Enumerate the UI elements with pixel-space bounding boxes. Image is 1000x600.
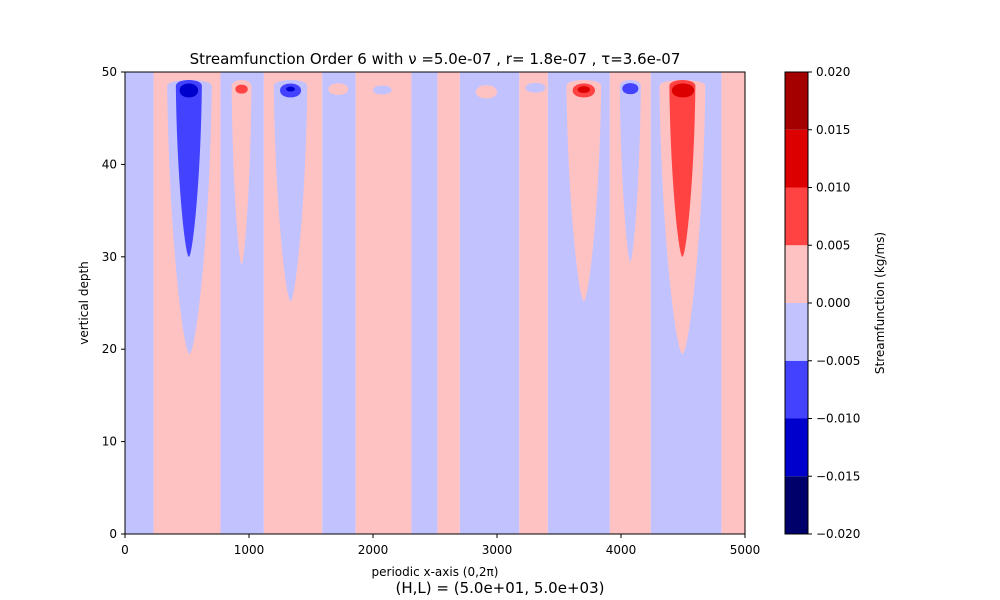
- x-tick-label-1: 1000: [234, 543, 265, 557]
- streamfunction-cells: [167, 80, 706, 354]
- colorbar-ticks: −0.020 −0.015 −0.010 −0.005 0.000 0.005 0.010 0…: [808, 65, 860, 541]
- colorbar-swatch-2: [785, 360, 808, 419]
- y-tick-label-0: 0: [109, 527, 117, 541]
- cell-2-level-1: [273, 80, 308, 302]
- colorbar-label: Streamfunction (kg/ms): [873, 232, 887, 374]
- cell-9-level-3: [671, 83, 695, 98]
- colorbar-tick-label-0: −0.020: [816, 527, 860, 541]
- band-0: [125, 72, 154, 534]
- cell-3-level-1: [328, 83, 349, 95]
- colorbar-tick-label-8: 0.020: [816, 65, 850, 79]
- colorbar-tick-label-1: −0.015: [816, 469, 860, 483]
- x-axis-label: periodic x-axis (0,2π): [372, 565, 499, 579]
- cell-0-level-3: [179, 83, 199, 98]
- y-tick-label-2: 20: [102, 342, 117, 356]
- y-tick-label-5: 50: [102, 65, 117, 79]
- cell-7: [566, 80, 602, 302]
- cell-6: [525, 82, 546, 93]
- colorbar-swatch-0: [785, 476, 808, 534]
- cell-7-level-1: [566, 80, 602, 302]
- colorbar-tick-label-7: 0.015: [816, 123, 850, 137]
- x-tick-label-0: 0: [121, 543, 129, 557]
- cell-0-level-2: [175, 80, 202, 257]
- cell-4-level-1: [373, 85, 392, 95]
- cell-5-level-1: [475, 85, 497, 99]
- cell-2-level-3: [286, 86, 295, 92]
- plot-area: [125, 72, 745, 534]
- footer-text: (H,L) = (5.0e+01, 5.0e+03): [396, 579, 605, 597]
- cell-6-level-1: [525, 82, 546, 93]
- band-6: [411, 72, 438, 534]
- cell-2: [273, 80, 308, 302]
- cell-0: [167, 80, 212, 354]
- y-axis-ticks: 0 10 20 30 40 50: [102, 65, 125, 541]
- colorbar-tick-label-4: 0.000: [816, 296, 850, 310]
- colorbar-tick-label-2: −0.010: [816, 412, 860, 426]
- x-tick-label-4: 4000: [606, 543, 637, 557]
- colorbar-swatch-4: [785, 245, 808, 303]
- cell-1: [231, 80, 252, 265]
- band-7: [437, 72, 460, 534]
- band-4: [322, 72, 356, 534]
- cell-1-level-1: [231, 80, 252, 265]
- colorbar-swatch-6: [785, 129, 808, 188]
- x-tick-label-2: 2000: [358, 543, 389, 557]
- colorbar-swatch-5: [785, 187, 808, 246]
- x-axis-ticks: 0 1000 2000 3000 4000 5000: [121, 534, 760, 557]
- cell-9-level-2: [669, 80, 696, 257]
- colorbar-tick-label-6: 0.010: [816, 181, 850, 195]
- band-9: [519, 72, 548, 534]
- y-tick-label-3: 30: [102, 250, 117, 264]
- plot-frame: [124, 71, 746, 535]
- x-tick-label-3: 3000: [482, 543, 513, 557]
- y-tick-label-1: 10: [102, 435, 117, 449]
- cell-7-level-3: [577, 86, 590, 94]
- cell-8-level-1: [619, 80, 641, 262]
- colorbar-tick-label-3: −0.005: [816, 354, 860, 368]
- colorbar: [785, 72, 808, 534]
- band-8: [459, 72, 520, 534]
- band-5: [355, 72, 412, 534]
- colorbar-tick-label-5: 0.005: [816, 238, 850, 252]
- cell-4: [373, 85, 392, 95]
- cell-1-level-2: [235, 84, 248, 94]
- cell-8: [619, 80, 641, 262]
- y-axis-label: vertical depth: [77, 261, 91, 344]
- background-bands: [125, 72, 745, 534]
- band-13: [721, 72, 745, 534]
- cell-8-level-2: [622, 83, 639, 95]
- cell-3: [328, 83, 349, 95]
- colorbar-swatch-3: [785, 303, 808, 361]
- colorbar-swatch-7: [785, 72, 808, 130]
- colorbar-swatch-1: [785, 418, 808, 477]
- cell-5: [475, 85, 497, 99]
- chart-title: Streamfunction Order 6 with ν =5.0e-07 ,…: [190, 50, 681, 68]
- x-tick-label-5: 5000: [730, 543, 761, 557]
- cell-9: [659, 80, 706, 354]
- y-tick-label-4: 40: [102, 157, 117, 171]
